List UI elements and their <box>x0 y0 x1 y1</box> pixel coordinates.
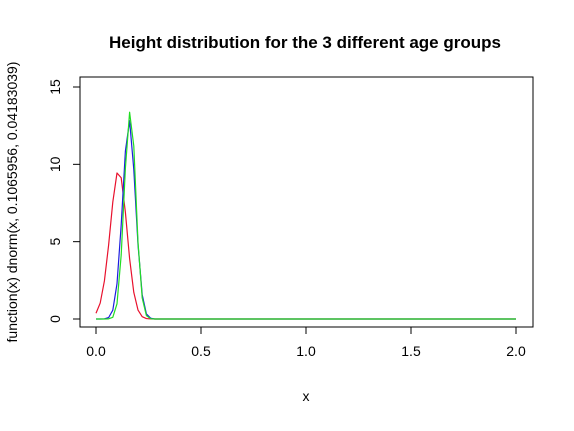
x-tick-label: 1.0 <box>296 343 316 359</box>
x-axis-label: x <box>303 388 310 404</box>
x-tick-label: 1.5 <box>401 343 421 359</box>
y-tick-label: 15 <box>47 79 63 95</box>
series-line-1 <box>95 172 516 320</box>
series-line-3 <box>96 111 516 320</box>
y-tick-label: 5 <box>47 238 63 246</box>
series-layer <box>95 111 516 320</box>
y-tick-label: 10 <box>47 156 63 172</box>
y-tick-label: 0 <box>47 315 63 323</box>
series-line-2 <box>96 120 516 320</box>
y-axis-label: function(x) dnorm(x, 0.1065956, 0.041830… <box>4 62 20 343</box>
y-axis: 0 5 10 15 <box>47 79 81 323</box>
plot-frame <box>79 76 534 328</box>
chart-title: Height distribution for the 3 different … <box>109 33 501 52</box>
x-axis: 0.0 0.5 1.0 1.5 2.0 <box>86 326 526 359</box>
x-tick-label: 2.0 <box>506 343 526 359</box>
x-tick-label: 0.0 <box>86 343 106 359</box>
x-tick-label: 0.5 <box>191 343 211 359</box>
